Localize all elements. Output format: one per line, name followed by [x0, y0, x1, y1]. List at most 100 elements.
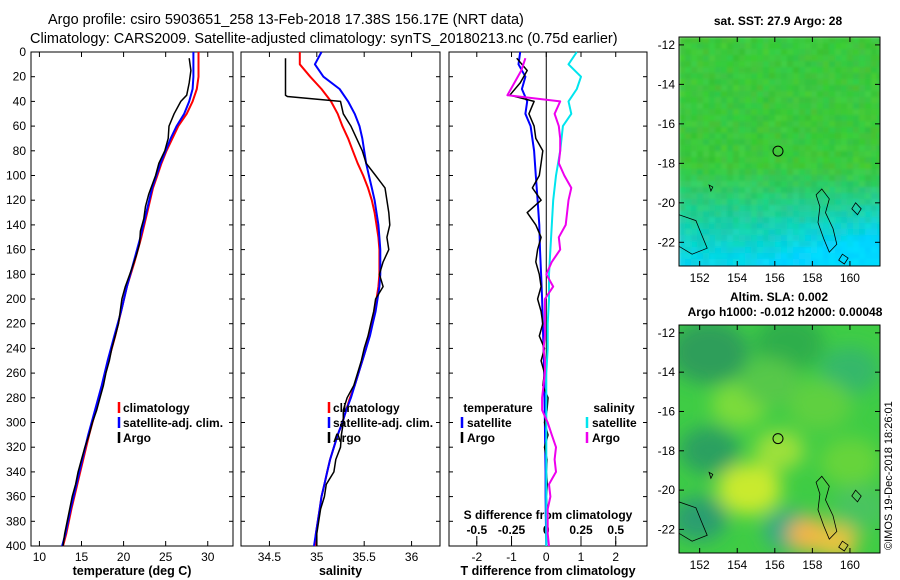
- sst-cell: [835, 205, 842, 212]
- ytick-label: 240: [6, 341, 26, 355]
- sst-cell: [841, 127, 848, 134]
- sst-cell: [781, 193, 788, 200]
- sst-cell: [877, 241, 880, 248]
- sst-cell: [781, 133, 788, 140]
- sst-cell: [847, 205, 854, 212]
- sst-cell: [877, 211, 880, 218]
- sst-cell: [823, 61, 830, 68]
- legend-label: Argo: [467, 431, 495, 445]
- sst-cell: [871, 199, 878, 206]
- sst-cell: [835, 253, 842, 260]
- sst-cell: [799, 91, 806, 98]
- sst-cell: [835, 223, 842, 230]
- sst-cell: [757, 133, 764, 140]
- sst-cell: [781, 73, 788, 80]
- sst-cell: [829, 157, 836, 164]
- sst-cell: [685, 61, 692, 68]
- sst-cell: [805, 97, 812, 104]
- sst-cell: [769, 79, 776, 86]
- sst-cell: [769, 211, 776, 218]
- ytick-label: 300: [6, 416, 26, 430]
- sst-cell: [739, 181, 746, 188]
- sla-blob: [787, 379, 852, 431]
- sst-cell: [787, 175, 794, 182]
- sst-cell: [721, 67, 728, 74]
- sst-cell: [871, 61, 878, 68]
- sst-cell: [769, 49, 776, 56]
- sst-cell: [805, 187, 812, 194]
- sst-cell: [871, 187, 878, 194]
- sst-cell: [727, 199, 734, 206]
- sst-cell: [769, 151, 776, 158]
- sst-cell: [709, 229, 716, 236]
- sst-cell: [787, 79, 794, 86]
- sst-cell: [841, 43, 848, 50]
- sst-cell: [823, 181, 830, 188]
- sst-cell: [847, 211, 854, 218]
- sst-cell: [763, 139, 770, 146]
- sst-cell: [823, 55, 830, 62]
- sst-cell: [871, 223, 878, 230]
- sst-cell: [799, 241, 806, 248]
- sst-cell: [739, 73, 746, 80]
- sst-cell: [817, 43, 824, 50]
- sst-cell: [811, 115, 818, 122]
- legend-label: climatology: [333, 401, 400, 415]
- sst-cell: [709, 121, 716, 128]
- sst-cell: [715, 199, 722, 206]
- sst-cell: [811, 121, 818, 128]
- sst-cell: [745, 163, 752, 170]
- sst-cell: [691, 109, 698, 116]
- sst-cell: [793, 169, 800, 176]
- xtick-label: 1: [578, 550, 585, 564]
- sst-cell: [781, 79, 788, 86]
- sst-cell: [835, 43, 842, 50]
- sst-cell: [763, 193, 770, 200]
- sst-cell: [679, 247, 686, 254]
- sst-cell: [859, 91, 866, 98]
- sst-cell: [781, 211, 788, 218]
- sst-cell: [709, 91, 716, 98]
- sst-cell: [703, 91, 710, 98]
- sst-cell: [811, 97, 818, 104]
- sst-cell: [781, 43, 788, 50]
- sst-cell: [865, 211, 872, 218]
- sst-cell: [709, 73, 716, 80]
- sst-cell: [829, 187, 836, 194]
- sst-cell: [793, 139, 800, 146]
- sst-cell: [805, 67, 812, 74]
- sst-cell: [823, 175, 830, 182]
- sst-cell: [775, 235, 782, 242]
- sst-cell: [823, 229, 830, 236]
- sst-cell: [691, 139, 698, 146]
- sst-cell: [859, 205, 866, 212]
- sst-cell: [817, 223, 824, 230]
- sst-cell: [865, 157, 872, 164]
- sst-cell: [787, 199, 794, 206]
- sst-cell: [745, 157, 752, 164]
- sst-cell: [733, 133, 740, 140]
- sst-cell: [781, 247, 788, 254]
- sst-cell: [793, 115, 800, 122]
- sst-cell: [781, 115, 788, 122]
- sst-cell: [805, 157, 812, 164]
- sst-cell: [703, 181, 710, 188]
- sst-cell: [775, 103, 782, 110]
- sst-cell: [877, 115, 880, 122]
- sla-map-title-line1: Altim. SLA: 0.002: [730, 290, 828, 304]
- sst-cell: [865, 259, 872, 266]
- sst-cell: [853, 247, 860, 254]
- sst-cell: [841, 247, 848, 254]
- sst-cell: [835, 211, 842, 218]
- sst-cell: [769, 181, 776, 188]
- sst-cell: [715, 193, 722, 200]
- sst-cell: [733, 205, 740, 212]
- sst-cell: [757, 253, 764, 260]
- sst-cell: [739, 79, 746, 86]
- sst-cell: [703, 205, 710, 212]
- sst-cell: [769, 43, 776, 50]
- sst-cell: [763, 229, 770, 236]
- sst-cell: [805, 43, 812, 50]
- sst-cell: [697, 157, 704, 164]
- sst-cell: [871, 211, 878, 218]
